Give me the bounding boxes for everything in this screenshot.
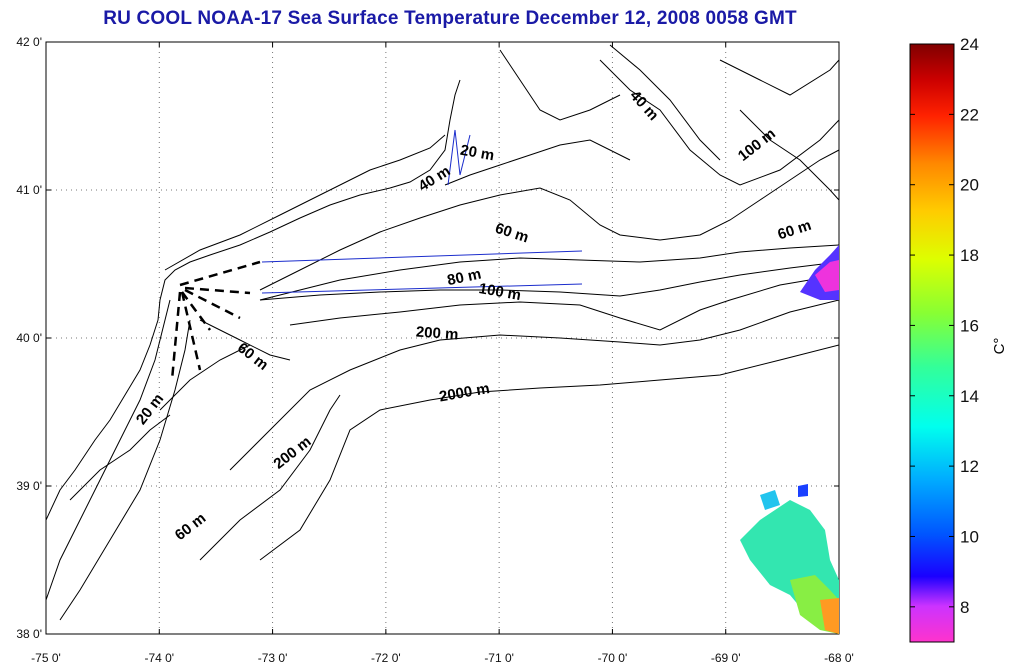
coastline bbox=[46, 79, 461, 521]
axis-ticks: -75 0' -74 0' -73 0' -72 0' -71 0' -70 0' -69 … bbox=[16, 35, 853, 665]
colorbar-ticks: 24 22 20 18 16 14 12 10 8 bbox=[910, 35, 979, 617]
lon-tick-label: -72 0' bbox=[371, 651, 401, 665]
colorbar-swatch bbox=[909, 43, 955, 643]
contour-label: 80 m bbox=[446, 265, 483, 289]
colorbar-tick-label: 18 bbox=[960, 246, 979, 265]
radar-lines bbox=[170, 260, 261, 381]
contour-label: 200 m bbox=[415, 324, 459, 344]
lon-tick-label: -71 0' bbox=[484, 651, 514, 665]
colorbar-tick-label: 12 bbox=[960, 457, 979, 476]
map-title: RU COOL NOAA-17 Sea Surface Temperature … bbox=[103, 8, 797, 29]
lon-tick-label: -70 0' bbox=[598, 651, 628, 665]
lat-tick-label: 38 0' bbox=[16, 627, 42, 641]
colorbar-tick-label: 10 bbox=[960, 527, 979, 546]
sst-data-patches bbox=[740, 245, 839, 634]
colorbar-tick-label: 14 bbox=[960, 387, 979, 406]
lon-tick-label: -68 0' bbox=[824, 651, 854, 665]
lat-tick-label: 40 0' bbox=[16, 331, 42, 345]
lat-tick-label: 42 0' bbox=[16, 35, 42, 49]
bathymetry-contours bbox=[46, 44, 839, 621]
lat-tick-label: 39 0' bbox=[16, 479, 42, 493]
colorbar-label: C° bbox=[991, 338, 1008, 355]
lon-tick-label: -74 0' bbox=[144, 651, 174, 665]
lat-tick-label: 41 0' bbox=[16, 183, 42, 197]
glider-transects bbox=[261, 129, 583, 294]
colorbar-tick-label: 20 bbox=[960, 176, 979, 195]
colorbar: 24 22 20 18 16 14 12 10 8 C° bbox=[909, 35, 1008, 643]
lon-tick-label: -75 0' bbox=[31, 651, 61, 665]
colorbar-tick-label: 24 bbox=[960, 35, 979, 54]
contour-label: 20 m bbox=[459, 142, 496, 165]
colorbar-tick-label: 22 bbox=[960, 105, 979, 124]
lon-tick-label: -69 0' bbox=[711, 651, 741, 665]
lon-tick-label: -73 0' bbox=[258, 651, 288, 665]
colorbar-tick-label: 16 bbox=[960, 316, 979, 335]
colorbar-tick-label: 8 bbox=[960, 598, 969, 617]
